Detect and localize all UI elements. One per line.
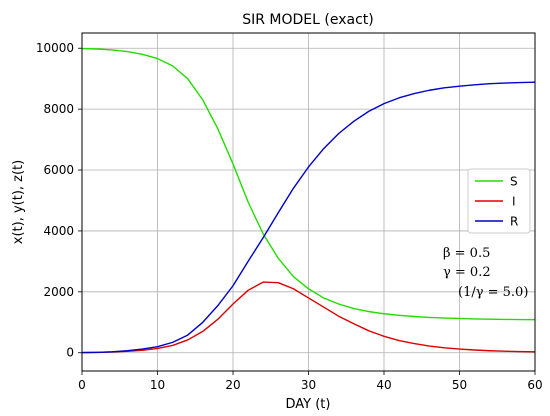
y-tick-label: 2000 — [43, 285, 74, 299]
y-tick-label: 0 — [66, 346, 74, 360]
parameter-annotations: β = 0.5 γ = 0.2 (1/γ = 5.0) — [443, 246, 528, 300]
legend: S I R — [467, 168, 531, 234]
series-line-s — [82, 47, 535, 321]
x-axis: 0 10 20 30 40 50 60 — [78, 371, 543, 392]
legend-label-r: R — [510, 215, 518, 229]
legend-label-s: S — [510, 175, 518, 189]
chart-title: SIR MODEL (exact) — [242, 12, 374, 28]
y-tick-label: 8000 — [43, 102, 74, 116]
legend-label-i: I — [512, 195, 516, 209]
x-tick-label: 50 — [452, 378, 467, 392]
annotation-gamma: γ = 0.2 — [443, 265, 491, 280]
series-line-r — [82, 81, 535, 354]
x-tick-label: 20 — [225, 378, 240, 392]
x-tick-label: 0 — [78, 378, 86, 392]
series-line-i — [82, 281, 535, 354]
x-tick-label: 10 — [150, 378, 165, 392]
y-tick-label: 6000 — [43, 163, 74, 177]
annotation-beta: β = 0.5 — [443, 246, 490, 261]
x-axis-label: DAY (t) — [286, 397, 331, 412]
y-tick-label: 4000 — [43, 224, 74, 238]
x-tick-label: 30 — [301, 378, 316, 392]
annotation-infectious-period: (1/γ = 5.0) — [458, 285, 528, 300]
y-tick-label: 10000 — [36, 41, 74, 55]
series-layer — [82, 47, 535, 354]
grid — [81, 33, 536, 371]
x-tick-label: 60 — [527, 378, 542, 392]
x-tick-label: 40 — [376, 378, 391, 392]
y-axis-label: x(t), y(t), z(t) — [11, 160, 26, 244]
y-axis: 0 2000 4000 6000 8000 10000 — [36, 41, 82, 360]
